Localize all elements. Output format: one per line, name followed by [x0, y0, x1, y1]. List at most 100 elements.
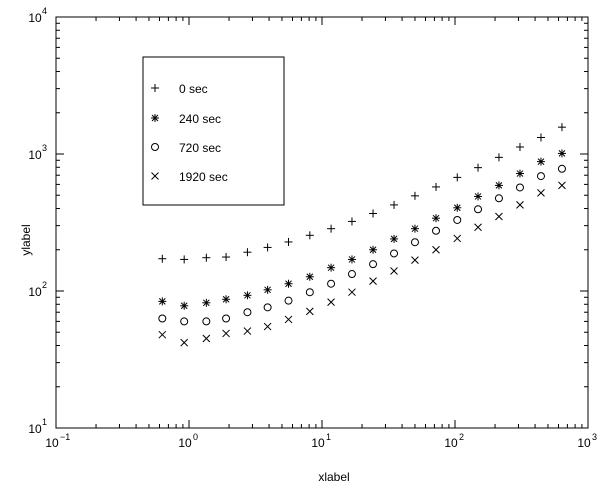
point-s3-6 — [284, 315, 293, 324]
point-s3-8 — [327, 298, 335, 306]
series-0 — [158, 123, 566, 264]
point-s1-6 — [284, 279, 293, 288]
y-tick-exp-3: 4 — [42, 6, 47, 16]
point-s0-9 — [347, 217, 356, 226]
point-s3-19 — [558, 181, 566, 190]
x-tick-base-1: 10 — [178, 436, 192, 450]
legend: 0 sec 240 sec 720 sec 1920 sec — [142, 56, 285, 206]
point-s2-10 — [369, 260, 378, 269]
x-axis: 10 −1 10 0 10 1 10 2 10 3 — [45, 17, 597, 450]
point-s2-7 — [305, 288, 314, 297]
point-s1-4 — [243, 291, 252, 300]
point-s3-5 — [263, 322, 272, 331]
series-3 — [158, 181, 566, 347]
y-tick-exp-2: 3 — [42, 143, 47, 153]
x-axis-label: xlabel — [318, 470, 349, 483]
point-s1-15 — [474, 192, 483, 201]
point-s1-0 — [158, 297, 167, 306]
x-tick-label-0: 10 −1 — [45, 432, 70, 450]
y-tick-base-1: 10 — [28, 285, 42, 299]
plot-frame — [55, 16, 589, 429]
y-tick-base-2: 10 — [28, 148, 42, 162]
point-s3-15 — [474, 223, 482, 232]
legend-label-0: 0 sec — [179, 82, 208, 96]
point-s2-8 — [327, 279, 336, 288]
series-1 — [158, 149, 566, 310]
point-s1-5 — [263, 285, 272, 294]
x-tick-label-2: 10 1 — [311, 432, 331, 450]
point-s0-2 — [202, 253, 211, 262]
x-tick-base-3: 10 — [444, 436, 458, 450]
point-s1-13 — [432, 214, 441, 223]
x-tick-label-4: 10 3 — [577, 432, 597, 450]
point-s0-12 — [410, 191, 419, 200]
point-s1-19 — [557, 149, 566, 158]
point-s0-0 — [158, 254, 167, 263]
legend-marker-0 — [151, 84, 159, 92]
x-tick-exp-4: 3 — [592, 432, 597, 442]
point-s0-14 — [453, 173, 462, 182]
point-s3-14 — [453, 234, 462, 243]
data-points — [158, 123, 566, 347]
point-s2-16 — [494, 194, 503, 203]
point-s0-17 — [515, 142, 524, 151]
point-s2-6 — [284, 296, 293, 305]
point-s1-3 — [222, 295, 231, 304]
point-s3-13 — [432, 245, 440, 254]
point-s1-18 — [536, 157, 545, 166]
point-s0-8 — [327, 224, 336, 233]
y-axis-label: ylabel — [19, 224, 33, 255]
legend-label-1: 240 sec — [179, 112, 221, 126]
point-s3-3 — [222, 329, 230, 338]
point-s2-19 — [557, 164, 566, 173]
y-tick-exp-0: 1 — [42, 417, 47, 427]
point-s2-12 — [410, 238, 419, 247]
y-tick-label-3: 10 4 — [28, 6, 47, 25]
point-s3-4 — [243, 327, 252, 335]
point-s1-12 — [410, 224, 419, 233]
point-s1-14 — [453, 203, 462, 212]
point-s2-13 — [432, 226, 441, 235]
point-s2-0 — [158, 314, 167, 323]
point-s3-0 — [158, 330, 167, 339]
x-tick-exp-3: 2 — [459, 432, 464, 442]
point-s1-17 — [515, 169, 524, 178]
point-s0-5 — [263, 243, 272, 252]
point-s3-17 — [516, 201, 524, 209]
point-s2-17 — [515, 183, 524, 192]
point-s2-18 — [536, 172, 545, 181]
x-tick-base-0: 10 — [45, 436, 59, 450]
x-tick-exp-0: −1 — [60, 432, 70, 442]
x-tick-label-3: 10 2 — [444, 432, 464, 450]
point-s0-11 — [390, 200, 399, 209]
point-s0-18 — [536, 133, 545, 142]
point-s0-13 — [432, 182, 441, 191]
point-s1-10 — [369, 245, 378, 254]
point-s0-19 — [557, 123, 566, 132]
legend-marker-2 — [151, 143, 159, 151]
point-s3-10 — [369, 277, 377, 286]
point-s1-1 — [180, 301, 189, 310]
point-s3-1 — [180, 338, 189, 347]
point-s3-18 — [537, 189, 545, 197]
point-s1-7 — [305, 272, 314, 281]
point-s2-15 — [474, 205, 483, 214]
legend-label-2: 720 sec — [179, 141, 221, 155]
legend-marker-3 — [151, 172, 159, 180]
point-s2-3 — [222, 314, 231, 323]
x-tick-exp-2: 1 — [326, 432, 331, 442]
point-s0-16 — [494, 153, 503, 162]
point-s3-12 — [411, 256, 419, 264]
x-tick-exp-1: 0 — [193, 432, 198, 442]
point-s1-16 — [494, 181, 503, 190]
y-tick-label-0: 10 1 — [28, 417, 47, 436]
point-s3-9 — [348, 288, 356, 297]
point-s0-4 — [243, 248, 252, 257]
legend-box — [142, 56, 285, 206]
legend-label-3: 1920 sec — [179, 170, 228, 184]
y-tick-base-3: 10 — [28, 11, 42, 25]
point-s1-11 — [390, 234, 399, 243]
series-2 — [158, 164, 566, 326]
point-s0-6 — [284, 237, 293, 246]
